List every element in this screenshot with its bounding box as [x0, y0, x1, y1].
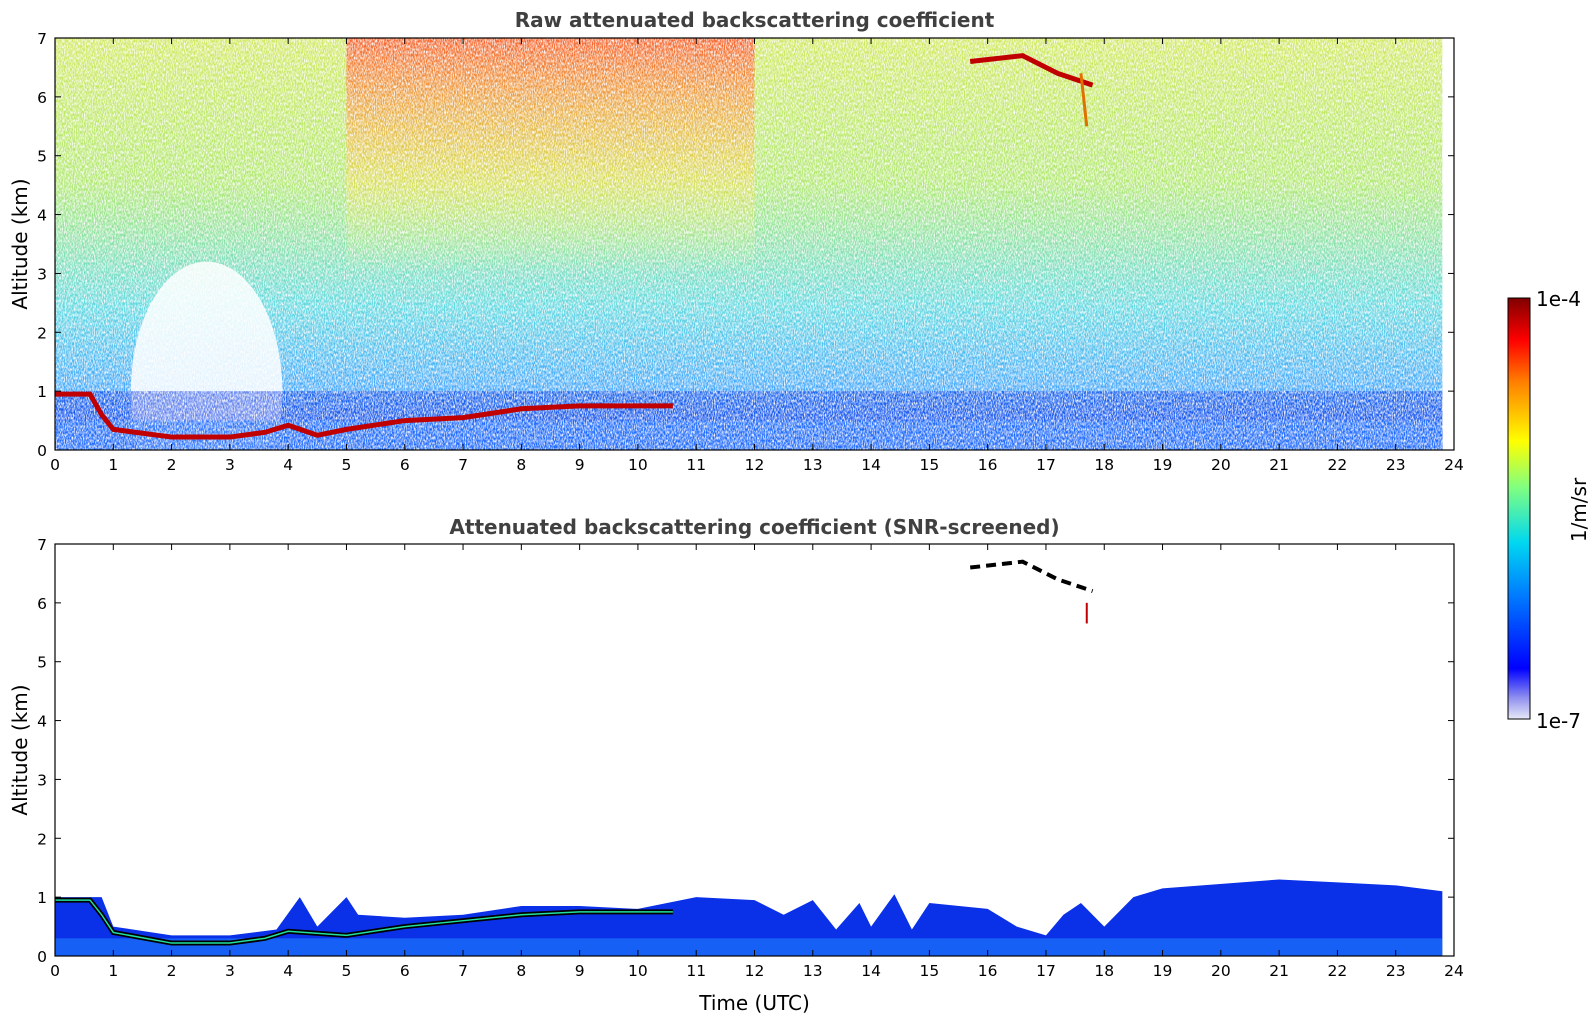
- x-tick-label: 12: [745, 962, 765, 980]
- x-tick-label: 16: [978, 456, 998, 474]
- x-tick-label: 1: [108, 962, 118, 980]
- x-tick-label: 15: [920, 962, 940, 980]
- x-tick-label: 4: [283, 456, 293, 474]
- y-tick-label: 3: [37, 771, 47, 789]
- y-tick-label: 1: [37, 889, 47, 907]
- x-tick-label: 20: [1211, 962, 1231, 980]
- cloud-line-edge: [55, 899, 673, 944]
- y-axis-ticks: 0 1 2 3 4 5 6 7: [37, 30, 1454, 460]
- cloud-base-line: [55, 391, 673, 440]
- y-tick-label: 6: [37, 595, 47, 613]
- colorbar-max-label: 1e-4: [1536, 287, 1581, 311]
- y-tick-label: 4: [37, 713, 47, 731]
- colorbar-unit-label: 1/m/sr: [1567, 477, 1591, 542]
- x-tick-label: 13: [803, 456, 823, 474]
- x-tick-label: 22: [1328, 962, 1348, 980]
- chart-title: Attenuated backscattering coefficient (S…: [449, 515, 1059, 539]
- x-tick-label: 14: [861, 962, 881, 980]
- x-axis-ticks: 0 1 2 3 4 5 6 7 8 9 10 11 12 13 14 15 16 17 18 19 20 21 22 23 24: [50, 38, 1464, 474]
- x-tick-label: 23: [1386, 456, 1406, 474]
- x-tick-label: 18: [1094, 456, 1114, 474]
- x-tick-label: 6: [400, 456, 410, 474]
- x-tick-label: 19: [1153, 962, 1173, 980]
- x-tick-label: 1: [108, 456, 118, 474]
- y-tick-label: 2: [37, 830, 47, 848]
- snr-screened-heatmap: [55, 559, 1443, 956]
- x-tick-label: 16: [978, 962, 998, 980]
- snr-screened-panel: 0 1 2 3 4 5 6 7 8 9 10 11 12 13 14 15 16 17 18 19 20 21 22 23 24…: [8, 515, 1464, 1015]
- x-tick-label: 18: [1094, 962, 1114, 980]
- x-tick-label: 21: [1269, 962, 1289, 980]
- x-axis-ticks: 0 1 2 3 4 5 6 7 8 9 10 11 12 13 14 15 16 17 18 19 20 21 22 23 24: [50, 544, 1464, 980]
- x-tick-label: 7: [458, 962, 468, 980]
- x-tick-label: 11: [686, 456, 706, 474]
- x-tick-label: 19: [1153, 456, 1173, 474]
- y-tick-label: 2: [37, 324, 47, 342]
- x-tick-label: 6: [400, 962, 410, 980]
- x-tick-label: 14: [861, 456, 881, 474]
- x-tick-label: 0: [50, 456, 60, 474]
- y-tick-label: 0: [37, 948, 47, 966]
- y-tick-label: 1: [37, 383, 47, 401]
- x-tick-label: 7: [458, 456, 468, 474]
- x-tick-label: 21: [1269, 456, 1289, 474]
- x-tick-label: 0: [50, 962, 60, 980]
- x-tick-label: 10: [628, 456, 648, 474]
- x-tick-label: 15: [920, 456, 940, 474]
- x-tick-label: 24: [1444, 962, 1464, 980]
- colorbar-min-label: 1e-7: [1536, 709, 1581, 733]
- y-axis-label: Altitude (km): [8, 178, 32, 309]
- x-tick-label: 8: [516, 962, 526, 980]
- upper-cloud-line: [969, 559, 1094, 593]
- signal-noise: [55, 38, 1443, 450]
- x-tick-label: 12: [745, 456, 765, 474]
- x-tick-label: 24: [1444, 456, 1464, 474]
- y-tick-label: 5: [37, 148, 47, 166]
- x-tick-label: 20: [1211, 456, 1231, 474]
- y-axis-ticks: 0 1 2 3 4 5 6 7: [37, 536, 1454, 966]
- near-surface-aerosol: [55, 938, 1443, 956]
- upper-cloud-line: [969, 53, 1094, 88]
- colorbar: 1e-4 1e-7 1/m/sr: [1507, 287, 1591, 733]
- y-tick-label: 7: [37, 536, 47, 554]
- y-tick-label: 6: [37, 89, 47, 107]
- x-tick-label: 3: [225, 456, 235, 474]
- raw-backscatter-panel: 0 1 2 3 4 5 6 7 8 9 10 11 12 13 14 15 16 17 18 19 20 21 22 23 24…: [8, 8, 1464, 521]
- x-tick-label: 17: [1036, 962, 1056, 980]
- x-tick-label: 2: [167, 962, 177, 980]
- y-tick-label: 5: [37, 654, 47, 672]
- x-tick-label: 11: [686, 962, 706, 980]
- x-tick-label: 13: [803, 962, 823, 980]
- x-tick-label: 17: [1036, 456, 1056, 474]
- y-tick-label: 3: [37, 265, 47, 283]
- x-tick-label: 8: [516, 456, 526, 474]
- raw-backscatter-heatmap: [55, 38, 1443, 521]
- x-tick-label: 5: [342, 456, 352, 474]
- x-tick-label: 22: [1328, 456, 1348, 474]
- boundary-layer-area: [55, 879, 1443, 956]
- y-axis-label: Altitude (km): [8, 684, 32, 815]
- x-tick-label: 3: [225, 962, 235, 980]
- upper-cloud-streak: [1079, 73, 1089, 127]
- colorbar-scale: [1507, 297, 1531, 720]
- x-tick-label: 5: [342, 962, 352, 980]
- x-tick-label: 4: [283, 962, 293, 980]
- x-tick-label: 10: [628, 962, 648, 980]
- y-tick-label: 7: [37, 30, 47, 48]
- y-tick-label: 4: [37, 207, 47, 225]
- x-tick-label: 9: [575, 962, 585, 980]
- y-tick-label: 0: [37, 442, 47, 460]
- x-axis-label: Time (UTC): [698, 991, 810, 1015]
- x-tick-label: 2: [167, 456, 177, 474]
- x-tick-label: 23: [1386, 962, 1406, 980]
- chart-title: Raw attenuated backscattering coefficien…: [515, 8, 995, 32]
- x-tick-label: 9: [575, 456, 585, 474]
